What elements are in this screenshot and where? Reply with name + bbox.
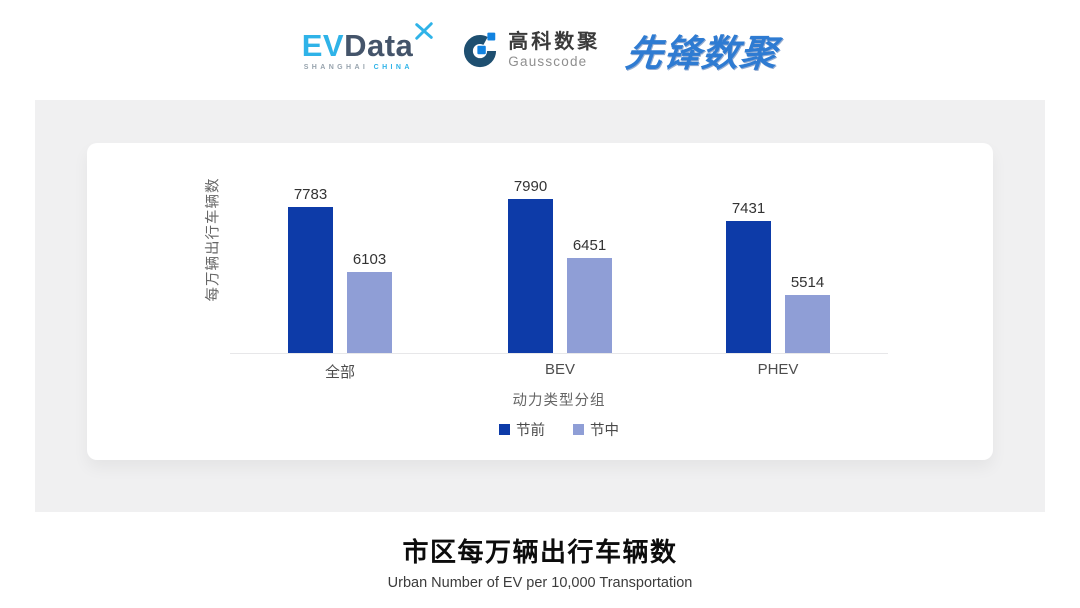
legend-label-pre: 节前 xyxy=(516,423,545,439)
bar-wrap: 7783 xyxy=(288,186,333,353)
bar-wrap: 5514 xyxy=(785,274,830,353)
gausscode-cn-text: 高科数聚 xyxy=(508,30,601,53)
category-label: 全部 xyxy=(324,364,355,381)
bar-value-label: 7990 xyxy=(513,178,548,195)
evdata-subtitle: SHANGHAI CHINA xyxy=(302,64,435,71)
spark-x-icon xyxy=(415,21,434,40)
bar-during xyxy=(347,272,392,353)
xianfeng-logo: 先锋数聚 xyxy=(623,33,781,74)
chart-card: 每万辆出行车辆数 7783 6103 全部 7990 6451 BEV 7431 5514 PH… xyxy=(87,143,993,460)
evdata-ev-text: EV xyxy=(301,27,345,63)
category-label: BEV xyxy=(544,361,575,378)
bar-value-label: 7431 xyxy=(731,200,766,217)
chart-title: 市区每万辆出行车辆数 xyxy=(402,537,678,567)
bar-wrap: 6103 xyxy=(347,251,392,353)
category-label: PHEV xyxy=(757,361,799,378)
gausscode-en-text: Gausscode xyxy=(508,53,588,69)
chart-subtitle: Urban Number of EV per 10,000 Transporta… xyxy=(387,575,693,591)
bar-value-label: 5514 xyxy=(790,274,825,291)
legend: 节前 节中 xyxy=(230,419,888,440)
plot-area: 7783 6103 全部 7990 6451 BEV 7431 5514 PHEV xyxy=(87,143,993,460)
evdata-logo: EV Data SHANGHAI CHINA xyxy=(301,21,435,71)
x-axis-line xyxy=(230,353,888,354)
bar-wrap: 7431 xyxy=(726,200,771,353)
evdata-wordmark: EV Data xyxy=(301,21,435,63)
legend-item-pre: 节前 xyxy=(499,419,545,440)
evdata-china-text: CHINA xyxy=(373,63,413,71)
page: EV Data SHANGHAI CHINA 高科数聚 Gausscode 先锋数… xyxy=(0,0,1080,591)
gausscode-g-icon xyxy=(464,32,497,68)
bar-value-label: 6451 xyxy=(572,237,607,254)
bar-pre xyxy=(288,207,333,353)
bar-value-label: 7783 xyxy=(293,186,328,203)
legend-item-during: 节中 xyxy=(573,419,619,440)
bar-pre xyxy=(508,199,553,353)
evdata-shanghai-text: SHANGHAI xyxy=(303,63,369,71)
legend-label-during: 节中 xyxy=(590,423,619,439)
bar-value-label: 6103 xyxy=(352,251,387,268)
bar-wrap: 6451 xyxy=(567,237,612,353)
gausscode-logo: 高科数聚 Gausscode xyxy=(460,30,600,70)
bar-pre xyxy=(726,221,771,353)
bar-during xyxy=(785,295,830,353)
bar-group: 7990 6451 xyxy=(508,178,612,353)
evdata-data-text: Data xyxy=(344,27,414,63)
bar-wrap: 7990 xyxy=(508,178,553,353)
legend-swatch-during xyxy=(573,424,584,435)
legend-swatch-pre xyxy=(499,424,510,435)
chart-panel: 每万辆出行车辆数 7783 6103 全部 7990 6451 BEV 7431 5514 PH… xyxy=(35,100,1045,512)
bar-group: 7783 6103 xyxy=(288,186,392,353)
bar-during xyxy=(567,258,612,353)
gausscode-text: 高科数聚 Gausscode xyxy=(508,31,600,70)
logo-header: EV Data SHANGHAI CHINA 高科数聚 Gausscode 先锋数… xyxy=(0,0,1080,100)
bar-group: 7431 5514 xyxy=(726,200,830,353)
x-axis-title: 动力类型分组 xyxy=(512,393,606,409)
